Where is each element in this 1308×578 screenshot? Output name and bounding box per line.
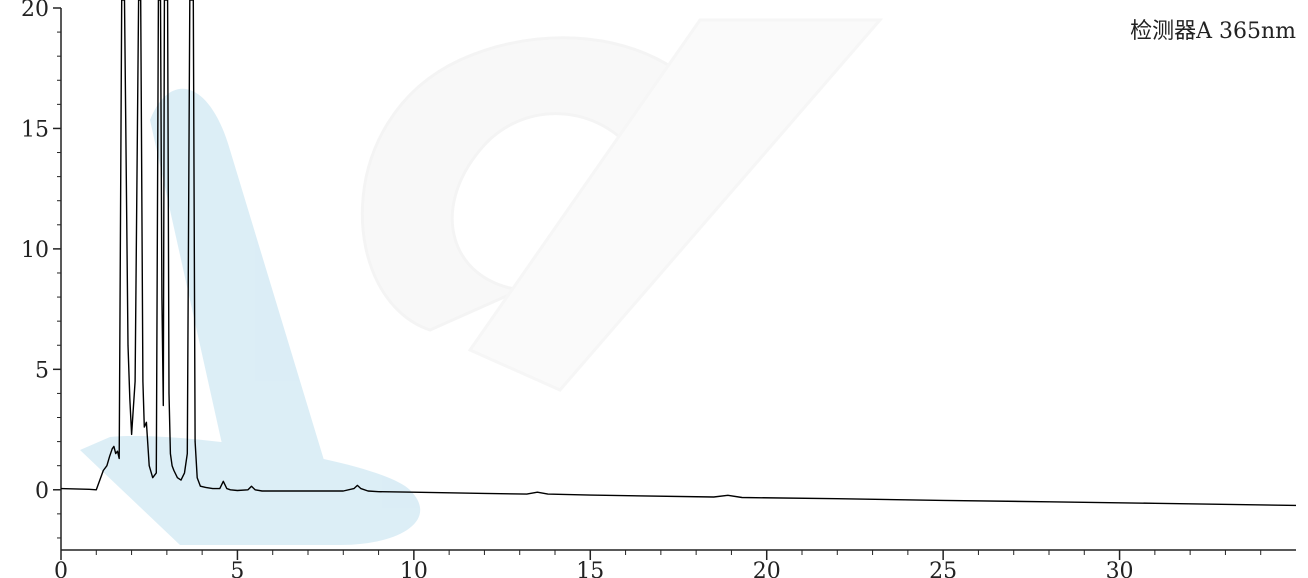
x-tick-label: 0 (54, 559, 68, 578)
y-axis-ticks: 0 5 10 15 20 (21, 0, 61, 538)
watermark-blue-shape (80, 89, 420, 545)
detector-label: 检测器A 365nm (1130, 19, 1296, 44)
y-tick-label: 15 (21, 117, 49, 142)
y-tick-label: 10 (21, 238, 49, 263)
x-axis-ticks: 0 5 10 15 20 25 30 (54, 550, 1261, 578)
x-tick-label: 10 (400, 559, 428, 578)
x-tick-label: 15 (576, 559, 604, 578)
y-tick-label: 5 (35, 358, 49, 383)
watermark-logo (80, 20, 880, 545)
x-tick-label: 5 (230, 559, 244, 578)
y-tick-label: 20 (21, 0, 49, 22)
y-tick-label: 0 (35, 479, 49, 504)
x-tick-label: 30 (1106, 559, 1134, 578)
x-tick-label: 20 (753, 559, 781, 578)
x-tick-label: 25 (929, 559, 957, 578)
